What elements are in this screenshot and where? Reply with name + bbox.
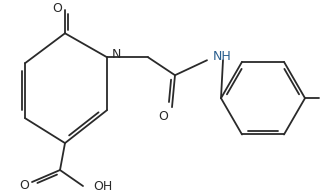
Text: NH: NH (213, 50, 232, 63)
Text: N: N (112, 48, 121, 61)
Text: OH: OH (93, 180, 112, 192)
Text: O: O (19, 179, 29, 191)
Text: O: O (158, 110, 168, 123)
Text: O: O (52, 2, 62, 15)
